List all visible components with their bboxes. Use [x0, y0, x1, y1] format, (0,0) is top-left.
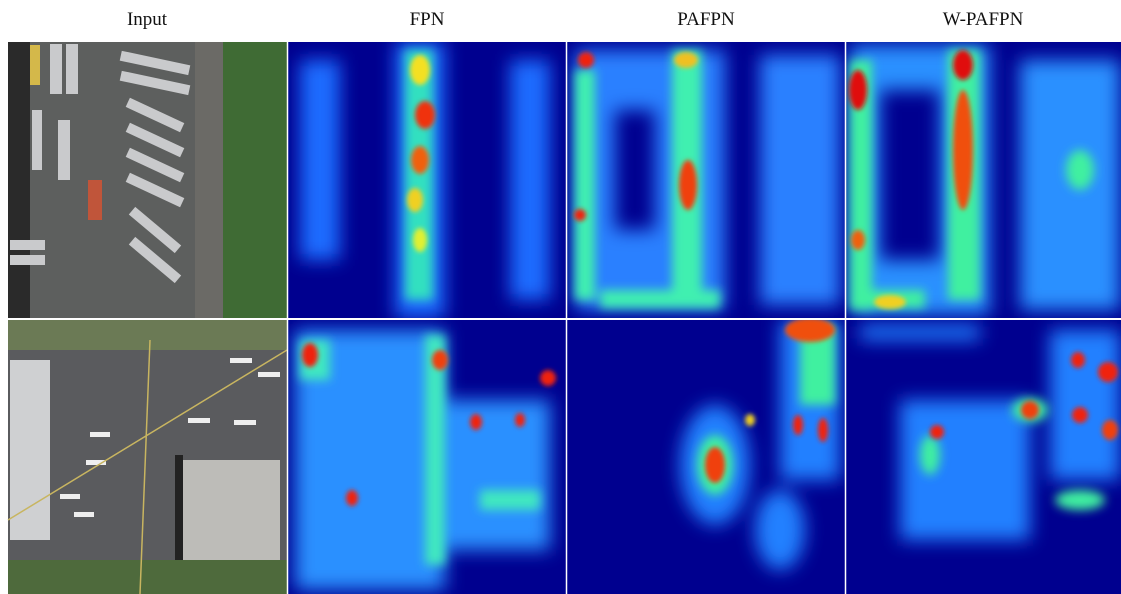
column-header: Input: [127, 9, 168, 30]
input-image: [8, 42, 287, 318]
column-header: PAFPN: [677, 9, 735, 30]
heatmap: [846, 320, 1121, 594]
heatmap: [288, 42, 566, 318]
heatmap: [567, 318, 845, 594]
input-image: [8, 320, 287, 594]
figure: Input FPN PAFPN W-PAFPN: [0, 0, 1121, 594]
heatmap: [567, 42, 845, 318]
heatmap: [288, 320, 566, 594]
column-header: W-PAFPN: [943, 9, 1024, 30]
heatmap: [846, 42, 1121, 318]
column-header: FPN: [410, 9, 445, 30]
